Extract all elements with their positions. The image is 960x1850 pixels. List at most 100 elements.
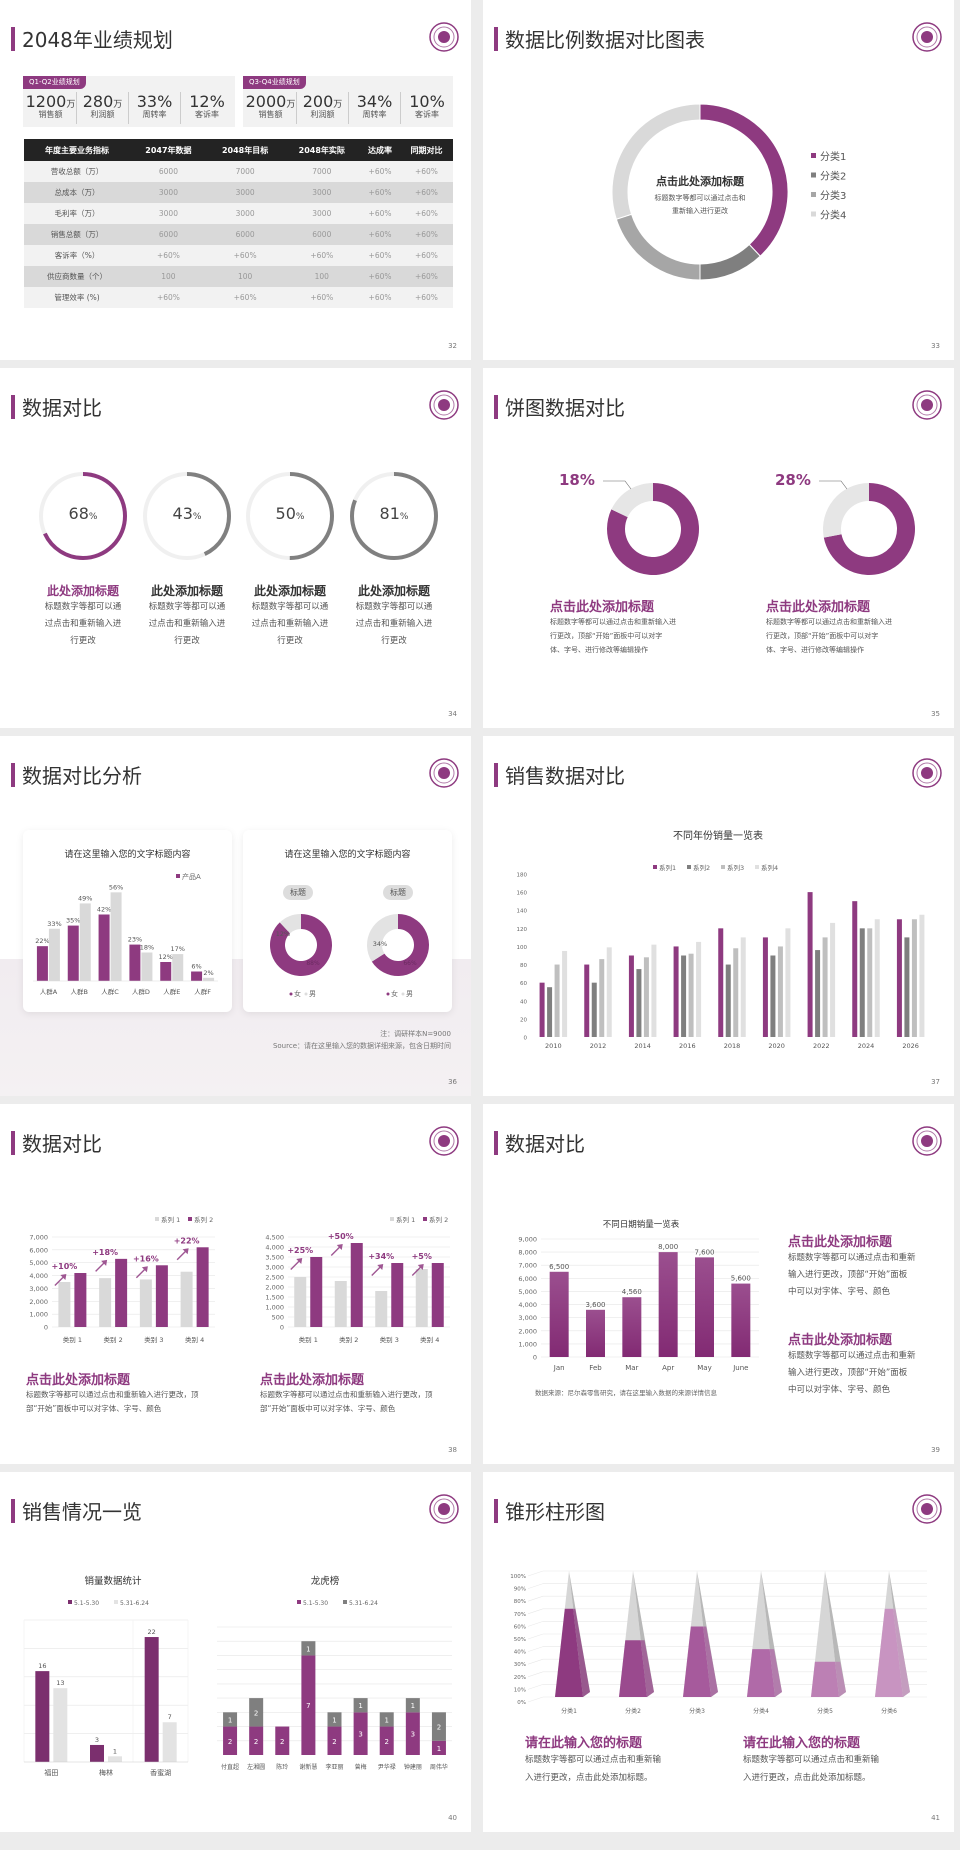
legend-label: 系列 2 (429, 1215, 448, 1224)
table-row: 销售总额（万） 6000 6000 6000 +60% +60% (24, 224, 453, 245)
legend-swatch (386, 992, 390, 996)
y-tick-label: 6,000 (29, 1246, 48, 1254)
table-cell: 3000 (130, 182, 207, 203)
bar (807, 892, 813, 1037)
slide-34[interactable]: 数据对比 68% 此处添加标题 标题数字等都可以通 过点击和重新输入进 行更改 43% … (0, 368, 471, 728)
slide-36[interactable]: 数据对比分析 请在这里输入您的文字标题内容 请在这里输入您的文字标题内容 标题 … (0, 736, 471, 1096)
slide-33[interactable]: 数据比例数据对比图表 分类1 分类2 分类3 分类4 点击此处添加标题 标题数字等都可… (483, 0, 954, 360)
bar (334, 1281, 347, 1327)
bar (327, 1726, 342, 1755)
donut-tag: 标题 (283, 885, 313, 900)
y-tick-label: 50% (514, 1637, 526, 1643)
sample-note: 注：调研样本N=9000 (380, 1030, 451, 1038)
kpi-item: 33% 周转率 (129, 92, 181, 124)
block-body: 标题数字等都可以通 过点击和重新输入进 行更改 (245, 599, 335, 650)
slide-35[interactable]: 饼图数据对比 18% 点击此处添加标题 标题数字等都可以通过点击和重新输入进 行更改… (483, 368, 954, 728)
kpi-value: 200 (302, 92, 334, 111)
x-tick-label: 类别 4 (185, 1335, 204, 1344)
slide-41[interactable]: 锥形柱形图 0% 10% 20% 30% 40% 50% 60% 70% 80% 90% 100% 分… (483, 1472, 954, 1832)
body-line: 标题数字等都可以通过点击和重新 (788, 1351, 916, 1361)
slide-37[interactable]: 销售数据对比 不同年份销量一览表 系列1 系列2 系列3 系列4 0 20 40 60 80 100… (483, 736, 954, 1096)
y-tick-label: 4,000 (265, 1244, 284, 1252)
logo-core (921, 1135, 933, 1147)
table-cell: 6000 (130, 224, 207, 245)
card-title: 请在这里输入您的文字标题内容 (64, 850, 191, 860)
slide-38[interactable]: 数据对比 0 1,000 2,000 3,000 4,000 5,000 6,000 7,00… (0, 1104, 471, 1464)
kpi-label: 客诉率 (195, 110, 219, 119)
x-tick-label: June (732, 1364, 748, 1372)
logo-icon (429, 22, 459, 52)
body-line: 标题数字等都可以通过点击和重新输 (525, 1755, 662, 1765)
block-body: 标题数字等都可以通过点击和重新输入进行更改，顶部“开始”面板中可以对字体、字号、… (550, 615, 676, 657)
table-cell: 6000 (206, 224, 284, 245)
cone-value-side (640, 1640, 654, 1697)
table-cell: 管理效率 (%) (24, 287, 131, 308)
bar-value-label: 1 (384, 1716, 388, 1724)
legend-swatch (811, 211, 816, 217)
bar (830, 922, 836, 1037)
bar (549, 1271, 569, 1357)
table-cell: 3000 (206, 203, 284, 224)
table-cell: 6000 (130, 161, 207, 182)
y-tick-label: 7,000 (29, 1234, 48, 1242)
legend-label: 系列 1 (161, 1215, 180, 1224)
legend-label: 分类3 (820, 189, 846, 202)
body-line: 部“开始”面板中可以对字体、字号、颜色 (260, 1404, 396, 1413)
x-tick-label: 分类6 (881, 1707, 897, 1715)
growth-label: +50% (328, 1232, 354, 1241)
block-body: 标题数字等都可以通 过点击和重新输入进 行更改 (349, 599, 439, 650)
bar-value-label: 3,600 (585, 1301, 605, 1309)
slide-39[interactable]: 数据对比 不同日期销量一览表 0 1,000 2,000 3,000 4,000 5,000… (483, 1104, 954, 1464)
ring-value: 43% (147, 504, 227, 523)
kpi-unit: 万 (333, 100, 343, 110)
body-line: 标题数字等都可以通过点击和 (654, 194, 746, 202)
chart-title: 龙虎榜 (311, 1575, 340, 1587)
x-tick-label: 香蜜湖 (150, 1768, 171, 1777)
source-note: Source：请在这里输入您的数据详细来源，包含日期时间 (272, 1042, 451, 1050)
logo-inner-ring (433, 1498, 455, 1520)
legend-label: 5.31-6.24 (349, 1600, 378, 1607)
logo-icon (429, 1494, 459, 1524)
y-tick-label: 2,500 (265, 1274, 284, 1282)
block-heading: 点击此处添加标题 (26, 1373, 131, 1388)
bar (415, 1269, 428, 1327)
bar-value-label: 12% (159, 953, 173, 961)
x-tick-label: 付直超 (221, 1763, 239, 1771)
body-line: 体、字号、进行修改等编辑操作 (550, 646, 648, 654)
bar-value-label: 2 (384, 1738, 388, 1746)
table-cell: 3000 (283, 182, 361, 203)
x-tick-label: 2024 (858, 1042, 875, 1050)
bar-value-label: 6,500 (549, 1263, 569, 1271)
growth-arrow-icon (95, 1259, 108, 1272)
cone-value (619, 1640, 647, 1697)
slide-40[interactable]: 销售情况一览 销量数据统计 5.1-5.30 5.31-6.24 16 13 福田 3 1 梅林… (0, 1472, 471, 1832)
kpi-label: 周转率 (362, 110, 387, 119)
bar (673, 946, 679, 1037)
block-body: 标题数字等都可以通过点击和重新输入进行更改，顶部“开始”面板中可以对字体、字号、… (766, 615, 892, 657)
legend-swatch (811, 192, 816, 197)
y-tick-label: 30% (514, 1662, 526, 1668)
ring-progress (246, 472, 334, 560)
center-body: 标题数字等都可以通过点击和 重新输入进行更改 (630, 192, 770, 218)
bar (852, 901, 858, 1037)
kpi-unit: 万 (66, 100, 76, 110)
y-tick-label: 0 (524, 1036, 528, 1042)
bar (223, 1726, 238, 1755)
growth-arrow-icon (176, 1248, 189, 1261)
bar (431, 1263, 444, 1327)
slide-32[interactable]: 2048年业绩规划 Q1-Q2业绩规划 1200万 销售额 280万 利润额 33% 周转… (0, 0, 471, 360)
y-tick-label: 1,500 (265, 1294, 284, 1302)
kpi-value: 2000 (245, 92, 287, 111)
legend-swatch (390, 1217, 394, 1221)
growth-label: +16% (133, 1254, 159, 1263)
y-tick-label: 100 (517, 945, 528, 951)
donut-main-slice (607, 483, 699, 575)
bar (155, 1265, 168, 1327)
bar (785, 928, 791, 1037)
y-tick-label: 100% (510, 1574, 526, 1580)
leader-line (819, 480, 848, 490)
header-row: 年度主要业务指标 2047年数据 2048年目标 2048年实际 达成率 同期对比 (24, 139, 453, 161)
y-tick-label: 3,500 (265, 1254, 284, 1262)
table-cell: +60% (360, 161, 400, 182)
